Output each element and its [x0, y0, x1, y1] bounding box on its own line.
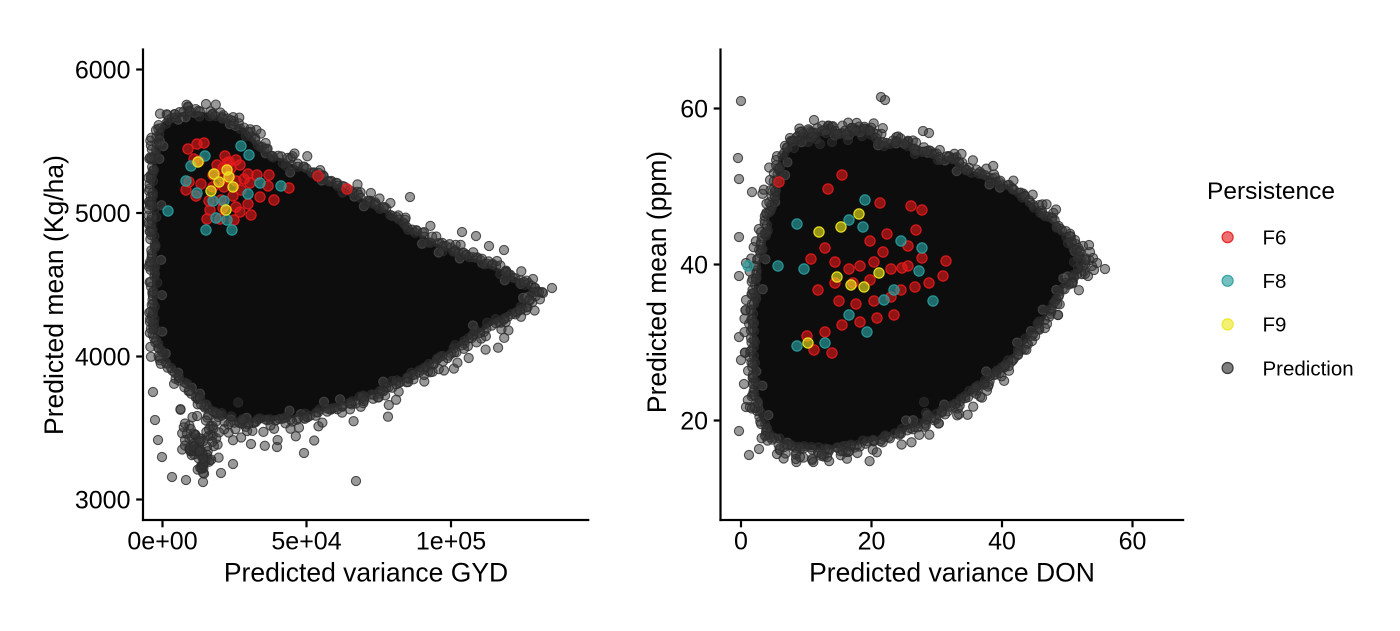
- svg-text:4000: 4000: [75, 344, 131, 372]
- svg-text:Prediction: Prediction: [1263, 357, 1354, 380]
- svg-text:Predicted variance DON: Predicted variance DON: [809, 558, 1095, 588]
- svg-text:40: 40: [988, 528, 1016, 556]
- svg-text:Persistence: Persistence: [1207, 178, 1335, 205]
- svg-text:40: 40: [680, 252, 708, 280]
- svg-text:20: 20: [858, 528, 886, 556]
- svg-text:5000: 5000: [75, 200, 131, 228]
- svg-text:5e+04: 5e+04: [271, 528, 341, 556]
- svg-text:0e+00: 0e+00: [127, 528, 197, 556]
- svg-text:F9: F9: [1263, 314, 1287, 337]
- svg-text:60: 60: [680, 96, 708, 124]
- svg-text:F8: F8: [1263, 270, 1287, 293]
- svg-text:Predicted variance GYD: Predicted variance GYD: [224, 558, 508, 588]
- svg-text:0: 0: [734, 528, 748, 556]
- svg-text:Predicted mean (Kg/ha): Predicted mean (Kg/ha): [39, 155, 69, 435]
- svg-text:1e+05: 1e+05: [416, 528, 486, 556]
- svg-text:3000: 3000: [75, 487, 131, 515]
- svg-text:60: 60: [1119, 528, 1147, 556]
- svg-text:F6: F6: [1263, 227, 1287, 250]
- svg-text:20: 20: [680, 408, 708, 436]
- svg-text:6000: 6000: [75, 57, 131, 85]
- svg-text:Predicted mean (ppm): Predicted mean (ppm): [642, 151, 672, 413]
